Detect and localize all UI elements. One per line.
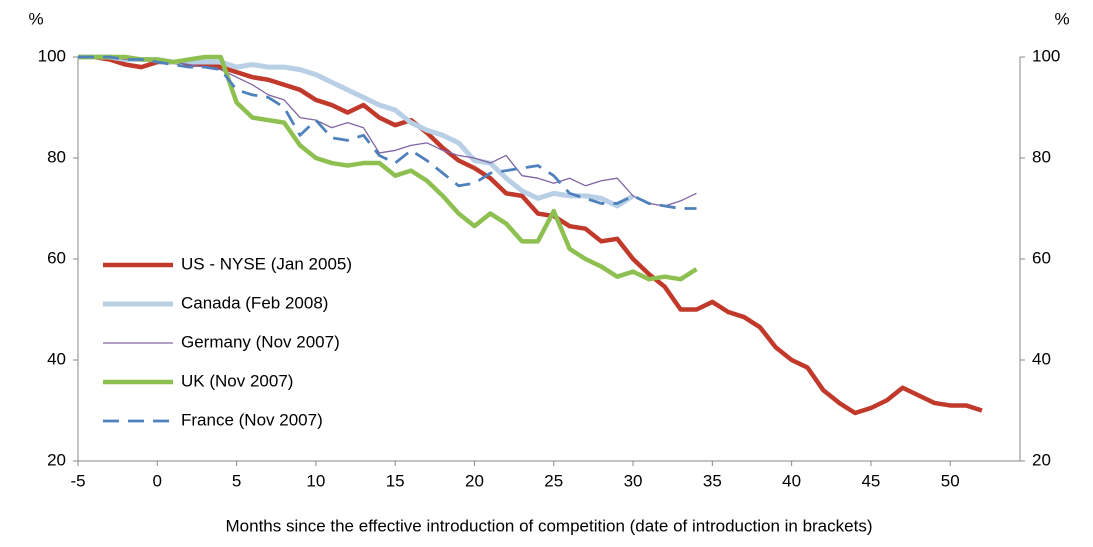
series-line — [78, 54, 698, 282]
y2-tick-label: 40 — [1032, 349, 1051, 368]
x-tick-label: 50 — [941, 471, 960, 490]
x-tick-label: 35 — [703, 471, 722, 490]
series-line — [78, 54, 635, 209]
y-tick-label: 20 — [47, 450, 66, 469]
legend-label: UK (Nov 2007) — [181, 371, 293, 390]
y2-tick-label: 80 — [1032, 147, 1051, 166]
y-tick-label: 60 — [47, 248, 66, 267]
legend-label: US - NYSE (Jan 2005) — [181, 254, 352, 273]
y-tick-label: 80 — [47, 147, 66, 166]
y2-tick-label: 20 — [1032, 450, 1051, 469]
x-tick-label: 40 — [782, 471, 801, 490]
x-axis-label: Months since the effective introduction … — [226, 516, 873, 535]
x-tick-label: 25 — [544, 471, 563, 490]
x-tick-label: 10 — [306, 471, 325, 490]
x-tick-label: 0 — [153, 471, 162, 490]
series-line — [78, 55, 697, 210]
x-tick-label: 20 — [465, 471, 484, 490]
x-tick-label: 5 — [232, 471, 241, 490]
x-tick-label: -5 — [70, 471, 85, 490]
y2-tick-label: 60 — [1032, 248, 1051, 267]
y-axis-label: % — [28, 9, 43, 28]
legend-label: Canada (Feb 2008) — [181, 293, 328, 312]
x-tick-label: 15 — [386, 471, 405, 490]
x-tick-label: 45 — [861, 471, 880, 490]
x-tick-label: 30 — [624, 471, 643, 490]
y2-axis-label: % — [1054, 9, 1069, 28]
legend-label: France (Nov 2007) — [181, 410, 323, 429]
legend-label: Germany (Nov 2007) — [181, 332, 340, 351]
series-line — [78, 56, 697, 207]
series-line — [78, 54, 983, 416]
y-tick-label: 100 — [38, 46, 66, 65]
y2-tick-label: 100 — [1032, 46, 1060, 65]
y-tick-label: 40 — [47, 349, 66, 368]
